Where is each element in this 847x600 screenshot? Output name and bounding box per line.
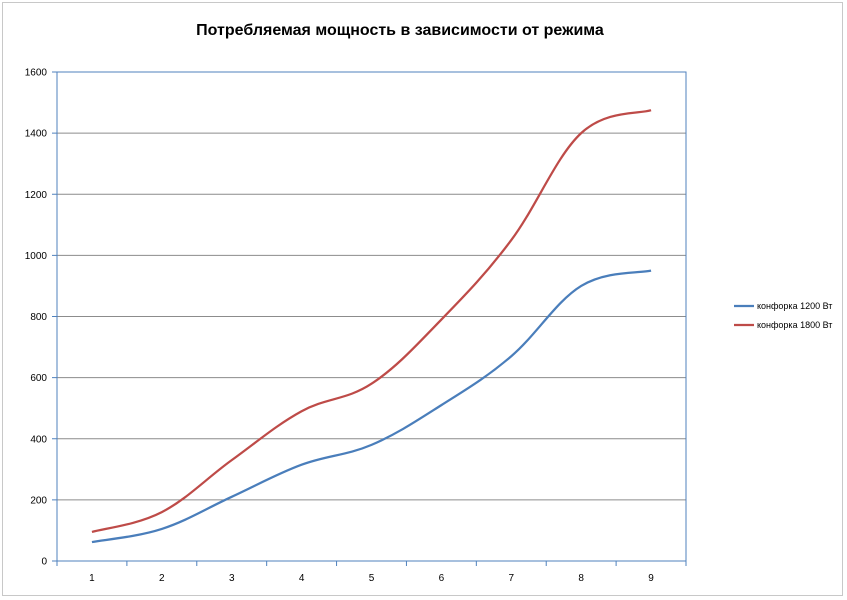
y-tick-label: 1000 — [25, 251, 48, 262]
x-tick-label: 9 — [648, 573, 654, 584]
y-tick-label: 200 — [30, 495, 47, 506]
x-axis-ticks: 1 2 3 4 5 6 7 8 9 — [89, 573, 654, 584]
legend-label: конфорка 1800 Вт — [757, 320, 832, 330]
y-tick-label: 1200 — [25, 190, 48, 201]
x-tick-label: 4 — [299, 573, 305, 584]
y-axis-ticks: 0 200 400 600 800 1000 1200 1400 1600 — [25, 68, 48, 568]
chart-title: Потребляемая мощность в зависимости от р… — [196, 22, 604, 39]
x-tick-label: 8 — [578, 573, 584, 584]
legend-label: конфорка 1200 Вт — [757, 301, 832, 311]
y-tick-label: 0 — [41, 557, 47, 568]
y-tick-label: 600 — [30, 373, 47, 384]
series-line-1 — [91, 269, 652, 544]
axes — [52, 71, 687, 566]
x-tick-label: 3 — [229, 573, 235, 584]
y-tick-label: 1400 — [25, 129, 48, 140]
x-tick-label: 1 — [89, 573, 95, 584]
x-tick-label: 2 — [159, 573, 165, 584]
y-tick-label: 800 — [30, 312, 47, 323]
x-tick-label: 7 — [508, 573, 514, 584]
x-tick-label: 6 — [439, 573, 445, 584]
legend: конфорка 1200 Вт конфорка 1800 Вт — [734, 301, 832, 330]
y-tick-label: 1600 — [25, 68, 48, 79]
x-tick-label: 5 — [369, 573, 375, 584]
series-lines — [91, 109, 652, 544]
y-tick-label: 400 — [30, 434, 47, 445]
series-line-2 — [91, 109, 652, 534]
